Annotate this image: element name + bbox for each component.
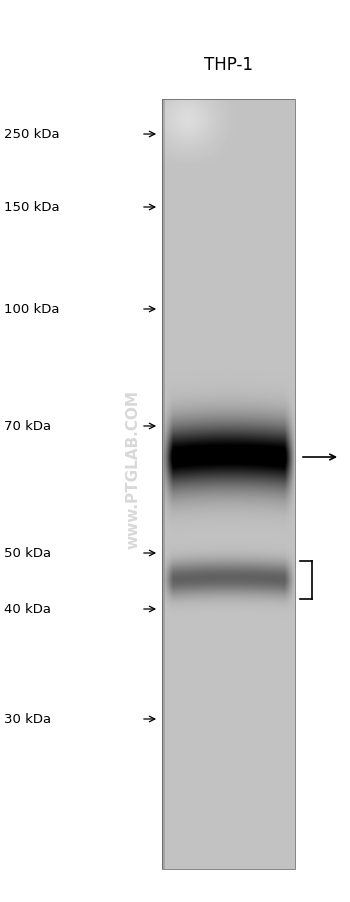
Text: 70 kDa: 70 kDa [4, 420, 51, 433]
Bar [162, 100, 295, 869]
Text: 50 kDa: 50 kDa [4, 547, 51, 560]
Text: 30 kDa: 30 kDa [4, 713, 51, 726]
Text: www.PTGLAB.COM: www.PTGLAB.COM [126, 390, 140, 548]
Text: 250 kDa: 250 kDa [4, 128, 60, 142]
Text: 150 kDa: 150 kDa [4, 201, 60, 215]
Text: THP-1: THP-1 [204, 56, 253, 74]
Text: 100 kDa: 100 kDa [4, 303, 60, 316]
Text: 40 kDa: 40 kDa [4, 603, 51, 616]
